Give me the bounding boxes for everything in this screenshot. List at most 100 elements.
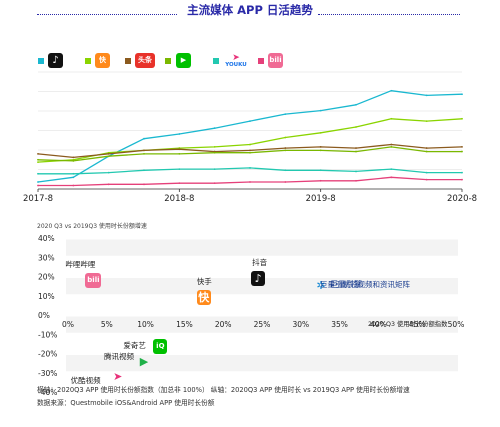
series-point-toutiao [143, 149, 145, 152]
series-point-youku [37, 172, 39, 175]
series-point-douyin [425, 94, 428, 97]
footnote-axes: 横轴：2020Q3 APP 使用时长份额指数（加总非 100%） 纵轴：2020… [37, 386, 410, 394]
series-point-toutiao [249, 149, 251, 152]
series-point-youku [107, 171, 110, 174]
scatter-point-label: 哔哩哔哩 [65, 259, 96, 269]
series-point-douyin [284, 113, 287, 116]
legend-swatch-kuaishou [85, 58, 91, 64]
series-point-kuaishou [319, 131, 322, 134]
series-point-bilibili [461, 178, 463, 181]
series-point-kuaishou [461, 117, 463, 120]
series-point-kuaishou [284, 136, 287, 139]
scatter-y-tick-label: -30% [38, 369, 57, 378]
scatter-band [66, 278, 458, 295]
series-point-douyin [72, 176, 75, 179]
line-chart-x-tick-label: 2019-8 [306, 194, 336, 204]
series-point-kuaishou [425, 120, 428, 123]
series-point-bilibili [390, 176, 393, 179]
series-point-toutiao [284, 147, 287, 149]
scatter-x-tick-label: 10% [137, 320, 154, 329]
line-chart-x-tick-label: 2017-8 [23, 194, 53, 204]
bilibili-icon: bili [268, 53, 283, 68]
scatter-point-label: 巨量引擎 [329, 280, 362, 290]
scatter-y-tick-label: -40% [38, 388, 57, 397]
series-point-bilibili [72, 184, 75, 187]
series-point-douyin [213, 127, 216, 130]
series-point-iqiyi [72, 160, 75, 162]
scatter-subtitle: 2020 Q3 vs 2019Q3 使用时长份额增速 [37, 223, 147, 230]
youku-icon: ➤ YOUKU [224, 53, 248, 68]
scatter-x-tick-label: 15% [176, 320, 193, 329]
legend-swatch-douyin [38, 58, 44, 64]
series-point-youku [425, 171, 428, 174]
scatter-y-tick-label: -20% [38, 350, 57, 359]
series-line-kuaishou [37, 118, 463, 163]
legend-swatch-bilibili [258, 58, 264, 64]
series-point-bilibili [37, 184, 39, 187]
scatter-y-tick-label: 10% [38, 292, 55, 301]
scatter-x-tick-label: 20% [215, 320, 232, 329]
series-point-bilibili [178, 182, 181, 185]
series-point-bilibili [249, 181, 251, 183]
iqiyi-icon: ▶ [176, 53, 191, 68]
scatter-band [66, 258, 458, 275]
scatter-y-tick-label: 40% [38, 234, 55, 243]
series-point-toutiao [72, 156, 75, 159]
series-point-iqiyi [178, 153, 181, 155]
series-point-bilibili [213, 182, 216, 185]
scatter-x-tick-label: 45% [409, 320, 426, 329]
toutiao-icon: 头条 [135, 53, 155, 68]
juliang-icon: ✲ [316, 279, 326, 293]
series-point-toutiao [37, 153, 39, 155]
douyin-icon: ♪ [251, 270, 266, 286]
scatter-y-axis: 40% 30% 20% 10% 0% -10% -20% -30% -40% [38, 234, 57, 397]
series-point-youku [72, 172, 75, 175]
series-point-kuaishou [213, 145, 216, 148]
title-rule-right [318, 14, 460, 15]
series-point-youku [390, 168, 393, 171]
series-point-douyin [37, 181, 39, 183]
youku-wordmark: YOUKU [225, 62, 247, 68]
series-point-douyin [461, 93, 463, 96]
series-point-bilibili [319, 179, 322, 182]
title-rule-left [37, 14, 177, 15]
series-point-iqiyi [355, 150, 357, 153]
series-point-toutiao [178, 148, 181, 151]
series-point-bilibili [143, 183, 145, 186]
line-chart-x-tick-label: 2020-8 [447, 194, 477, 204]
scatter-x-tick-label: 40% [370, 320, 387, 329]
scatter-band [66, 374, 458, 391]
series-point-iqiyi [107, 155, 110, 158]
series-point-youku [249, 167, 251, 169]
series-point-iqiyi [319, 149, 322, 152]
legend-swatch-youku [213, 58, 219, 64]
bilibili-icon: bili [85, 272, 102, 288]
series-point-douyin [249, 120, 251, 123]
legend-swatch-iqiyi [165, 58, 171, 64]
series-point-douyin [178, 133, 181, 135]
series-point-kuaishou [37, 161, 39, 163]
scatter-x-axis: 0% 5% 10% 15% 20% 25% 30% 35% 40% 45% 50% [62, 320, 464, 329]
series-point-bilibili [284, 181, 287, 183]
scatter-y-tick-label: -10% [38, 330, 57, 339]
line-chart-series [37, 89, 463, 187]
scatter-y-tick-label: 0% [38, 311, 50, 320]
series-point-youku [284, 169, 287, 172]
scatter-point-label: 快手 [196, 276, 212, 286]
series-point-kuaishou [355, 126, 357, 128]
scatter-y-tick-label: 30% [38, 253, 55, 262]
tencent-video-icon: ▶ [139, 355, 149, 369]
kuaishou-icon: 快 [196, 289, 211, 305]
footnote-source: 数据来源：Questmobile iOS&Android APP 使用时长份额 [37, 399, 215, 407]
juliang-annotation: 巨量引擎短视频和资讯矩阵 [320, 280, 410, 289]
series-point-douyin [143, 137, 145, 140]
series-point-iqiyi [37, 158, 39, 161]
scatter-point-label: 爱奇艺 [123, 340, 146, 350]
series-point-toutiao [425, 147, 428, 149]
scatter-y-tick-label: 20% [38, 273, 55, 282]
line-chart-x-tick-label: 2018-8 [164, 194, 194, 204]
scatter-x-tick-label: 0% [62, 320, 74, 329]
scatter-x-tick-label: 5% [101, 320, 113, 329]
series-point-douyin [390, 89, 393, 92]
series-point-toutiao [107, 153, 110, 155]
